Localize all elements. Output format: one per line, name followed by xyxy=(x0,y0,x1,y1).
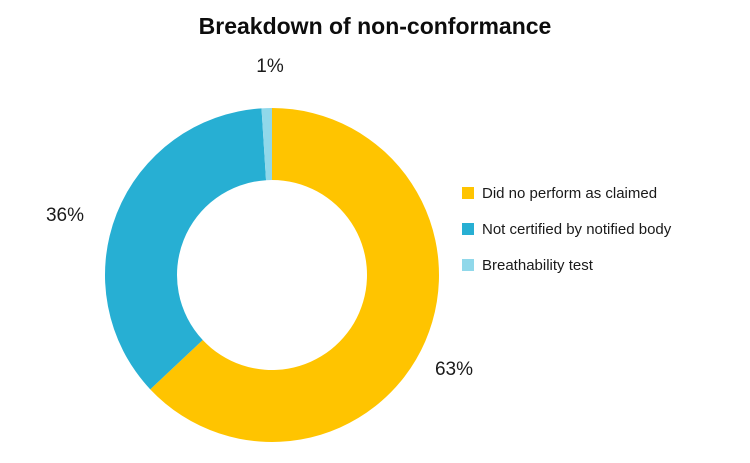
donut-slice-1 xyxy=(104,108,267,390)
chart-title: Breakdown of non-conformance xyxy=(198,13,552,39)
slice-value-label-breathability: 1% xyxy=(256,56,284,77)
legend-item-label: Not certified by notified body xyxy=(482,220,672,238)
slice-value-label-did-no-perform: 63% xyxy=(434,359,474,380)
chart-legend: Did no perform as claimed Not certified … xyxy=(462,183,671,275)
legend-swatch-icon xyxy=(462,223,474,235)
legend-item-label: Breathability test xyxy=(482,256,593,274)
legend-item-did-no-perform: Did no perform as claimed xyxy=(462,183,671,203)
donut-slice-2 xyxy=(261,108,272,181)
legend-item-not-certified: Not certified by notified body xyxy=(462,219,671,239)
legend-swatch-icon xyxy=(462,259,474,271)
legend-swatch-icon xyxy=(462,187,474,199)
donut-slice-0 xyxy=(150,108,439,443)
legend-item-label: Did no perform as claimed xyxy=(482,184,658,202)
legend-item-breathability: Breathability test xyxy=(462,255,671,275)
slice-value-label-not-certified: 36% xyxy=(45,205,85,226)
